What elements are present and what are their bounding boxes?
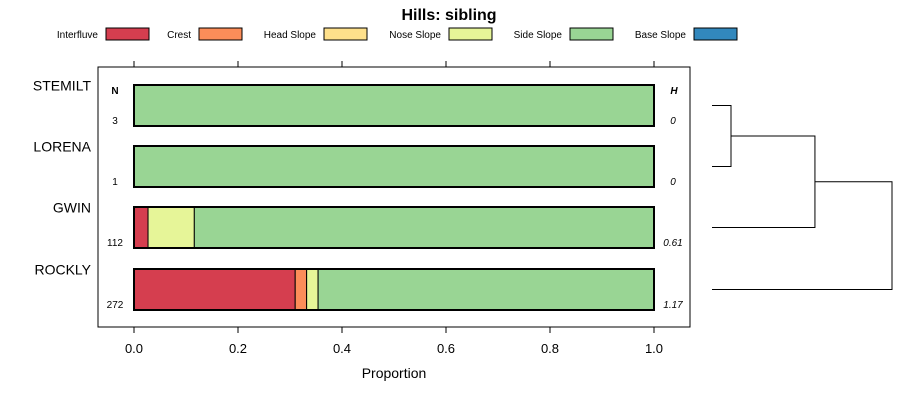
- legend-label-head-slope: Head Slope: [264, 30, 317, 41]
- x-axis-title: Proportion: [362, 365, 427, 381]
- legend-label-base-slope: Base Slope: [635, 30, 687, 41]
- legend-label-crest: Crest: [167, 30, 191, 41]
- x-tick-label: 1.0: [645, 341, 663, 356]
- plot-frame: [97, 66, 691, 328]
- legend: Interfluve Crest Head Slope Nose Slope Side …: [57, 27, 738, 41]
- n-value: 3: [112, 116, 118, 127]
- chart-title: Hills: sibling: [401, 7, 496, 24]
- legend-swatch-head-slope: [323, 27, 368, 41]
- bar-segment-rockly-side-slope: [317, 268, 655, 311]
- x-tick-label: 0.8: [541, 341, 559, 356]
- bar-segment-lorena-side-slope: [133, 145, 655, 188]
- dendrogram-branch: [712, 181, 893, 290]
- legend-label-interfluve: Interfluve: [57, 30, 99, 41]
- bar-segment-rockly-nose-slope: [306, 268, 319, 311]
- bar-outline-stemilt: [133, 84, 655, 127]
- row-label-lorena: LORENA: [33, 139, 91, 155]
- legend-swatch-nose-slope: [448, 27, 493, 41]
- bar-outline-rockly: [133, 268, 655, 311]
- h-value: 1.17: [663, 300, 683, 311]
- n-value: 112: [107, 238, 123, 249]
- row-label-gwin: GWIN: [53, 200, 91, 216]
- legend-swatch-interfluve: [105, 27, 150, 41]
- legend-label-side-slope: Side Slope: [514, 30, 563, 41]
- bar-segment-gwin-side-slope: [193, 206, 655, 249]
- dendrogram: [712, 105, 893, 290]
- h-value: 0: [670, 116, 676, 127]
- x-tick-label: 0.0: [125, 341, 143, 356]
- legend-label-nose-slope: Nose Slope: [389, 30, 441, 41]
- dendrogram-branch: [712, 135, 816, 228]
- n-value: 272: [107, 300, 124, 311]
- plot-area: 0.0 0.2 0.4 0.6 0.8 1.0 N H STEMILT 3 0 LORENA 1 0 GWI…: [33, 61, 691, 356]
- dendrogram-branch: [712, 105, 732, 167]
- n-header: N: [111, 86, 118, 97]
- x-tick-label: 0.2: [229, 341, 247, 356]
- h-value: 0: [670, 177, 676, 188]
- bar-segment-gwin-nose-slope: [147, 206, 195, 249]
- n-value: 1: [112, 177, 118, 188]
- h-header: H: [670, 86, 678, 97]
- bar-segment-rockly-interfluve: [133, 268, 296, 311]
- row-label-rockly: ROCKLY: [34, 262, 91, 278]
- legend-swatch-base-slope: [693, 27, 738, 41]
- bar-segment-stemilt-side-slope: [133, 84, 655, 127]
- bar-outline-lorena: [133, 145, 655, 188]
- legend-swatch-crest: [198, 27, 243, 41]
- bar-segment-rockly-crest: [294, 268, 308, 311]
- h-value: 0.61: [663, 238, 682, 249]
- x-tick-label: 0.6: [437, 341, 455, 356]
- row-label-stemilt: STEMILT: [33, 78, 92, 94]
- legend-swatch-side-slope: [569, 27, 614, 41]
- x-tick-label: 0.4: [333, 341, 351, 356]
- bar-outline-gwin: [133, 206, 655, 249]
- bar-segment-gwin-interfluve: [133, 206, 149, 249]
